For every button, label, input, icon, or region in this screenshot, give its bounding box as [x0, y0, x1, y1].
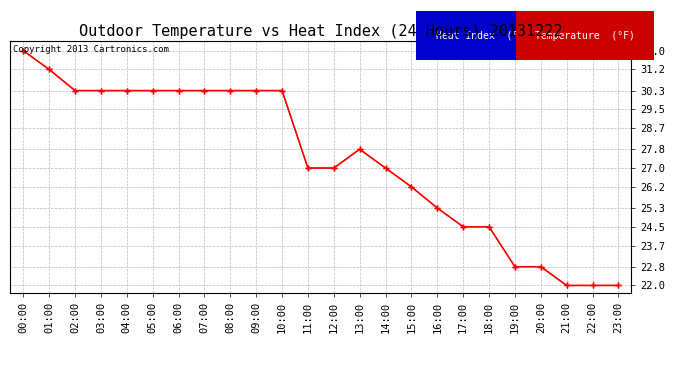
Text: Temperature  (°F): Temperature (°F) — [535, 31, 635, 41]
Title: Outdoor Temperature vs Heat Index (24 Hours) 20131222: Outdoor Temperature vs Heat Index (24 Ho… — [79, 24, 562, 39]
Text: Copyright 2013 Cartronics.com: Copyright 2013 Cartronics.com — [14, 45, 169, 54]
Text: Heat Index  (°F): Heat Index (°F) — [436, 31, 530, 41]
